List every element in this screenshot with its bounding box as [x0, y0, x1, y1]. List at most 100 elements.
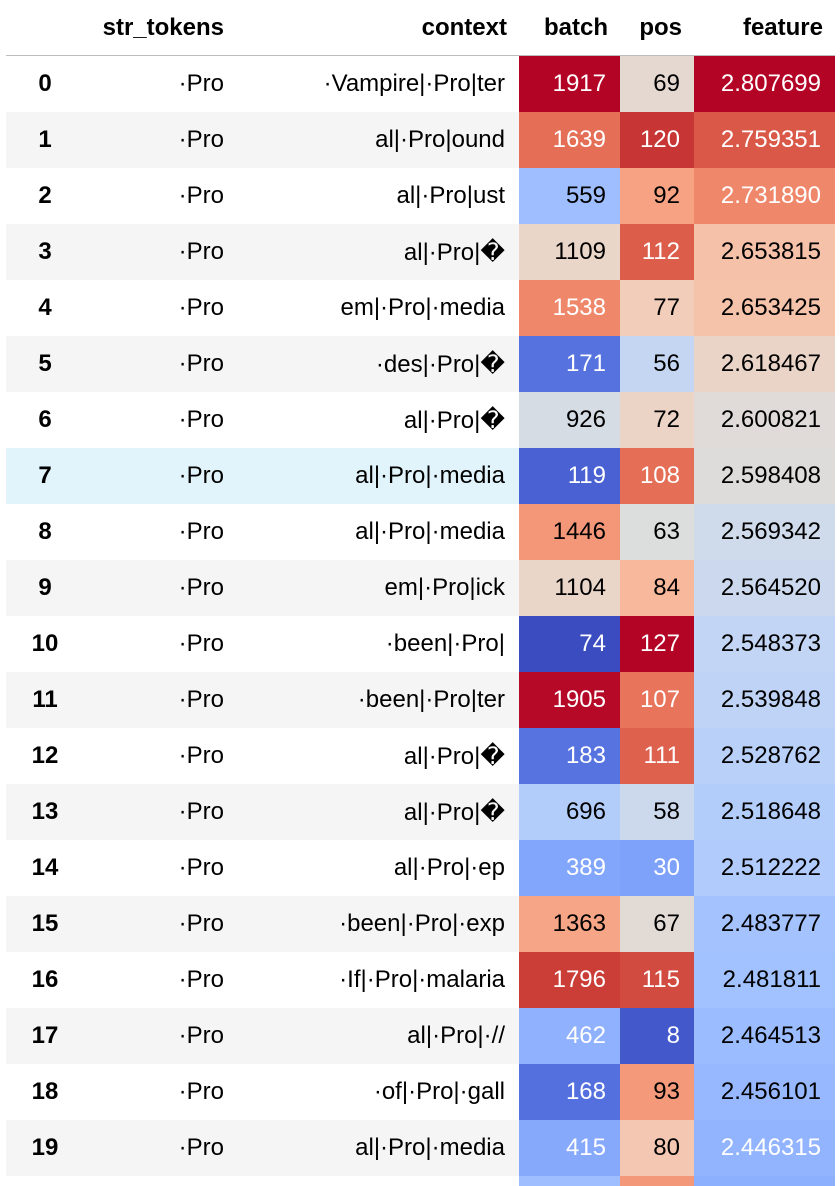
str-tokens-cell: ·Pro — [72, 1120, 236, 1176]
str-tokens-cell: ·Pro — [72, 1008, 236, 1064]
pos-cell: 80 — [620, 1120, 694, 1176]
table-row[interactable]: 10 ·Pro ·been|·Pro| 74 127 2.548373 — [6, 616, 835, 672]
context-cell: al|·Pro|ust — [396, 182, 505, 209]
row-index: 0 — [38, 70, 52, 97]
header-row: str_tokens context batch pos feature — [6, 0, 835, 56]
table-row[interactable]: 17 ·Pro al|·Pro|·//462 8 2.464513 — [6, 1008, 835, 1064]
str-tokens-cell: ·Pro — [72, 224, 236, 280]
batch-cell: 389 — [519, 840, 620, 896]
str-tokens-cell: ·Pro — [178, 1078, 224, 1105]
pos-cell: 8 — [620, 1008, 694, 1064]
str-tokens-cell: ·Pro — [178, 518, 224, 545]
table-row[interactable]: 3 ·Pro al|·Pro|� 1109 112 2.653815 — [6, 224, 835, 280]
context-cell: ·Vampire|·Pro|ter — [323, 70, 505, 97]
table-row[interactable]: 12 ·Pro al|·Pro|� 183 111 2.528762 — [6, 728, 835, 784]
feature-cell: 2.653425 — [694, 280, 835, 336]
feature-cell: 2.618467 — [694, 336, 835, 392]
context-cell: al|·Pro|� — [403, 406, 505, 434]
row-index: 5 — [6, 336, 72, 392]
pos-cell: 69 — [620, 55, 694, 112]
batch-cell: 171 — [519, 336, 620, 392]
row-index: 10 — [31, 630, 59, 657]
batch-cell: 926 — [519, 392, 620, 448]
context-cell: al|·Pro|·media — [355, 518, 505, 545]
row-index: 8 — [38, 518, 52, 545]
table-row[interactable]: 4 ·Pro em|·Pro|·media 1538 77 2.653425 — [6, 280, 835, 336]
row-index: 9 — [6, 560, 72, 616]
index-header — [6, 0, 72, 56]
str-tokens-cell: ·Pro — [72, 560, 236, 616]
row-index: 18 — [31, 1078, 59, 1105]
str-tokens-cell: ·Pro — [178, 742, 224, 769]
pos-cell: 77 — [620, 280, 694, 336]
table-row[interactable]: 11 ·Pro ·been|·Pro|ter 1905 107 2.539848 — [6, 672, 835, 728]
batch-cell: 696 — [519, 784, 620, 840]
feature-cell: 2.481811 — [694, 952, 835, 1008]
table-row[interactable]: 19 ·Pro al|·Pro|·media 415 80 2.446315 — [6, 1120, 835, 1176]
context-cell: ·des|·Pro|� — [236, 336, 519, 392]
pos-cell: 84 — [620, 560, 694, 616]
pos-cell: 120 — [620, 112, 694, 168]
table-row[interactable]: 14 ·Pro al|·Pro|·ep 389 30 2.512222 — [6, 840, 835, 896]
feature-cell: 2.600821 — [694, 392, 835, 448]
str-tokens-cell: ·Pro — [178, 294, 224, 321]
context-cell: al|·Pro|� — [236, 784, 519, 840]
row-index: 17 — [6, 1008, 72, 1064]
pos-cell: 107 — [620, 672, 694, 728]
table-row[interactable]: 16 ·Pro ·If|·Pro|·malaria 1796 115 2.481811 — [6, 952, 835, 1008]
context-cell: em|·Pro|·media — [340, 294, 505, 321]
context-cell: ·been|·Pro| — [385, 630, 505, 657]
batch-cell: 1363 — [519, 896, 620, 952]
table-row[interactable]: 0 ·Pro ·Vampire|·Pro|ter 1917 69 2.807699 — [6, 55, 835, 112]
partial-row-pos-cell — [620, 1176, 694, 1186]
feature-cell: 2.653815 — [694, 224, 835, 280]
row-index: 15 — [6, 896, 72, 952]
table-row[interactable]: 9 ·Pro em|·Pro|ick 1104 84 2.564520 — [6, 560, 835, 616]
table-body: 0 ·Pro ·Vampire|·Pro|ter 1917 69 2.807699 1 ·Pr… — [6, 55, 835, 1176]
table-row[interactable]: 13 ·Pro al|·Pro|� 696 58 2.518648 — [6, 784, 835, 840]
pos-cell: 115 — [620, 952, 694, 1008]
batch-cell: 415 — [519, 1120, 620, 1176]
batch-cell: 1104 — [519, 560, 620, 616]
batch-cell: 462 — [519, 1008, 620, 1064]
table-row[interactable]: 7 ·Pro al|·Pro|·media 119 108 2.598408 — [6, 448, 835, 504]
table-row[interactable]: 18 ·Pro ·of|·Pro|·gall 168 93 2.456101 — [6, 1064, 835, 1120]
str-tokens-cell: ·Pro — [72, 896, 236, 952]
row-index: 16 — [31, 966, 59, 993]
partial-row-batch-cell — [519, 1176, 620, 1186]
pos-cell: 111 — [620, 728, 694, 784]
row-index: 12 — [31, 742, 59, 769]
feature-cell: 2.456101 — [694, 1064, 835, 1120]
row-index: 11 — [6, 672, 72, 728]
table-row[interactable]: 15 ·Pro ·been|·Pro|·exp 1363 67 2.483777 — [6, 896, 835, 952]
context-cell: em|·Pro|ick — [236, 560, 519, 616]
pos-cell: 67 — [620, 896, 694, 952]
feature-cell: 2.759351 — [694, 112, 835, 168]
feature-cell: 2.483777 — [694, 896, 835, 952]
pos-cell: 127 — [620, 616, 694, 672]
batch-cell: 168 — [519, 1064, 620, 1120]
feature-cell: 2.464513 — [694, 1008, 835, 1064]
row-index: 7 — [6, 448, 72, 504]
table-row[interactable]: 5 ·Pro ·des|·Pro|� 171 56 2.618467 — [6, 336, 835, 392]
context-cell: ·of|·Pro|·gall — [373, 1078, 505, 1105]
row-index: 13 — [6, 784, 72, 840]
feature-cell: 2.518648 — [694, 784, 835, 840]
pos-cell: 93 — [620, 1064, 694, 1120]
batch-cell: 559 — [519, 168, 620, 224]
str-tokens-cell: ·Pro — [178, 406, 224, 433]
batch-cell: 1446 — [519, 504, 620, 560]
table-row[interactable]: 2 ·Pro al|·Pro|ust 559 92 2.731890 — [6, 168, 835, 224]
str-tokens-cell: ·Pro — [72, 448, 236, 504]
table-row[interactable]: 1 ·Pro al|·Pro|ound 1639 120 2.759351 — [6, 112, 835, 168]
feature-cell: 2.446315 — [694, 1120, 835, 1176]
table-row[interactable]: 6 ·Pro al|·Pro|� 926 72 2.600821 — [6, 392, 835, 448]
context-cell: ·been|·Pro|·exp — [236, 896, 519, 952]
batch-cell: 119 — [519, 448, 620, 504]
table-row[interactable]: 8 ·Pro al|·Pro|·media 1446 63 2.569342 — [6, 504, 835, 560]
str-tokens-header: str_tokens — [72, 0, 236, 56]
context-cell: al|·Pro|·media — [236, 448, 519, 504]
row-index: 6 — [38, 406, 52, 433]
context-cell: al|·Pro|·// — [236, 1008, 519, 1064]
feature-cell: 2.528762 — [694, 728, 835, 784]
